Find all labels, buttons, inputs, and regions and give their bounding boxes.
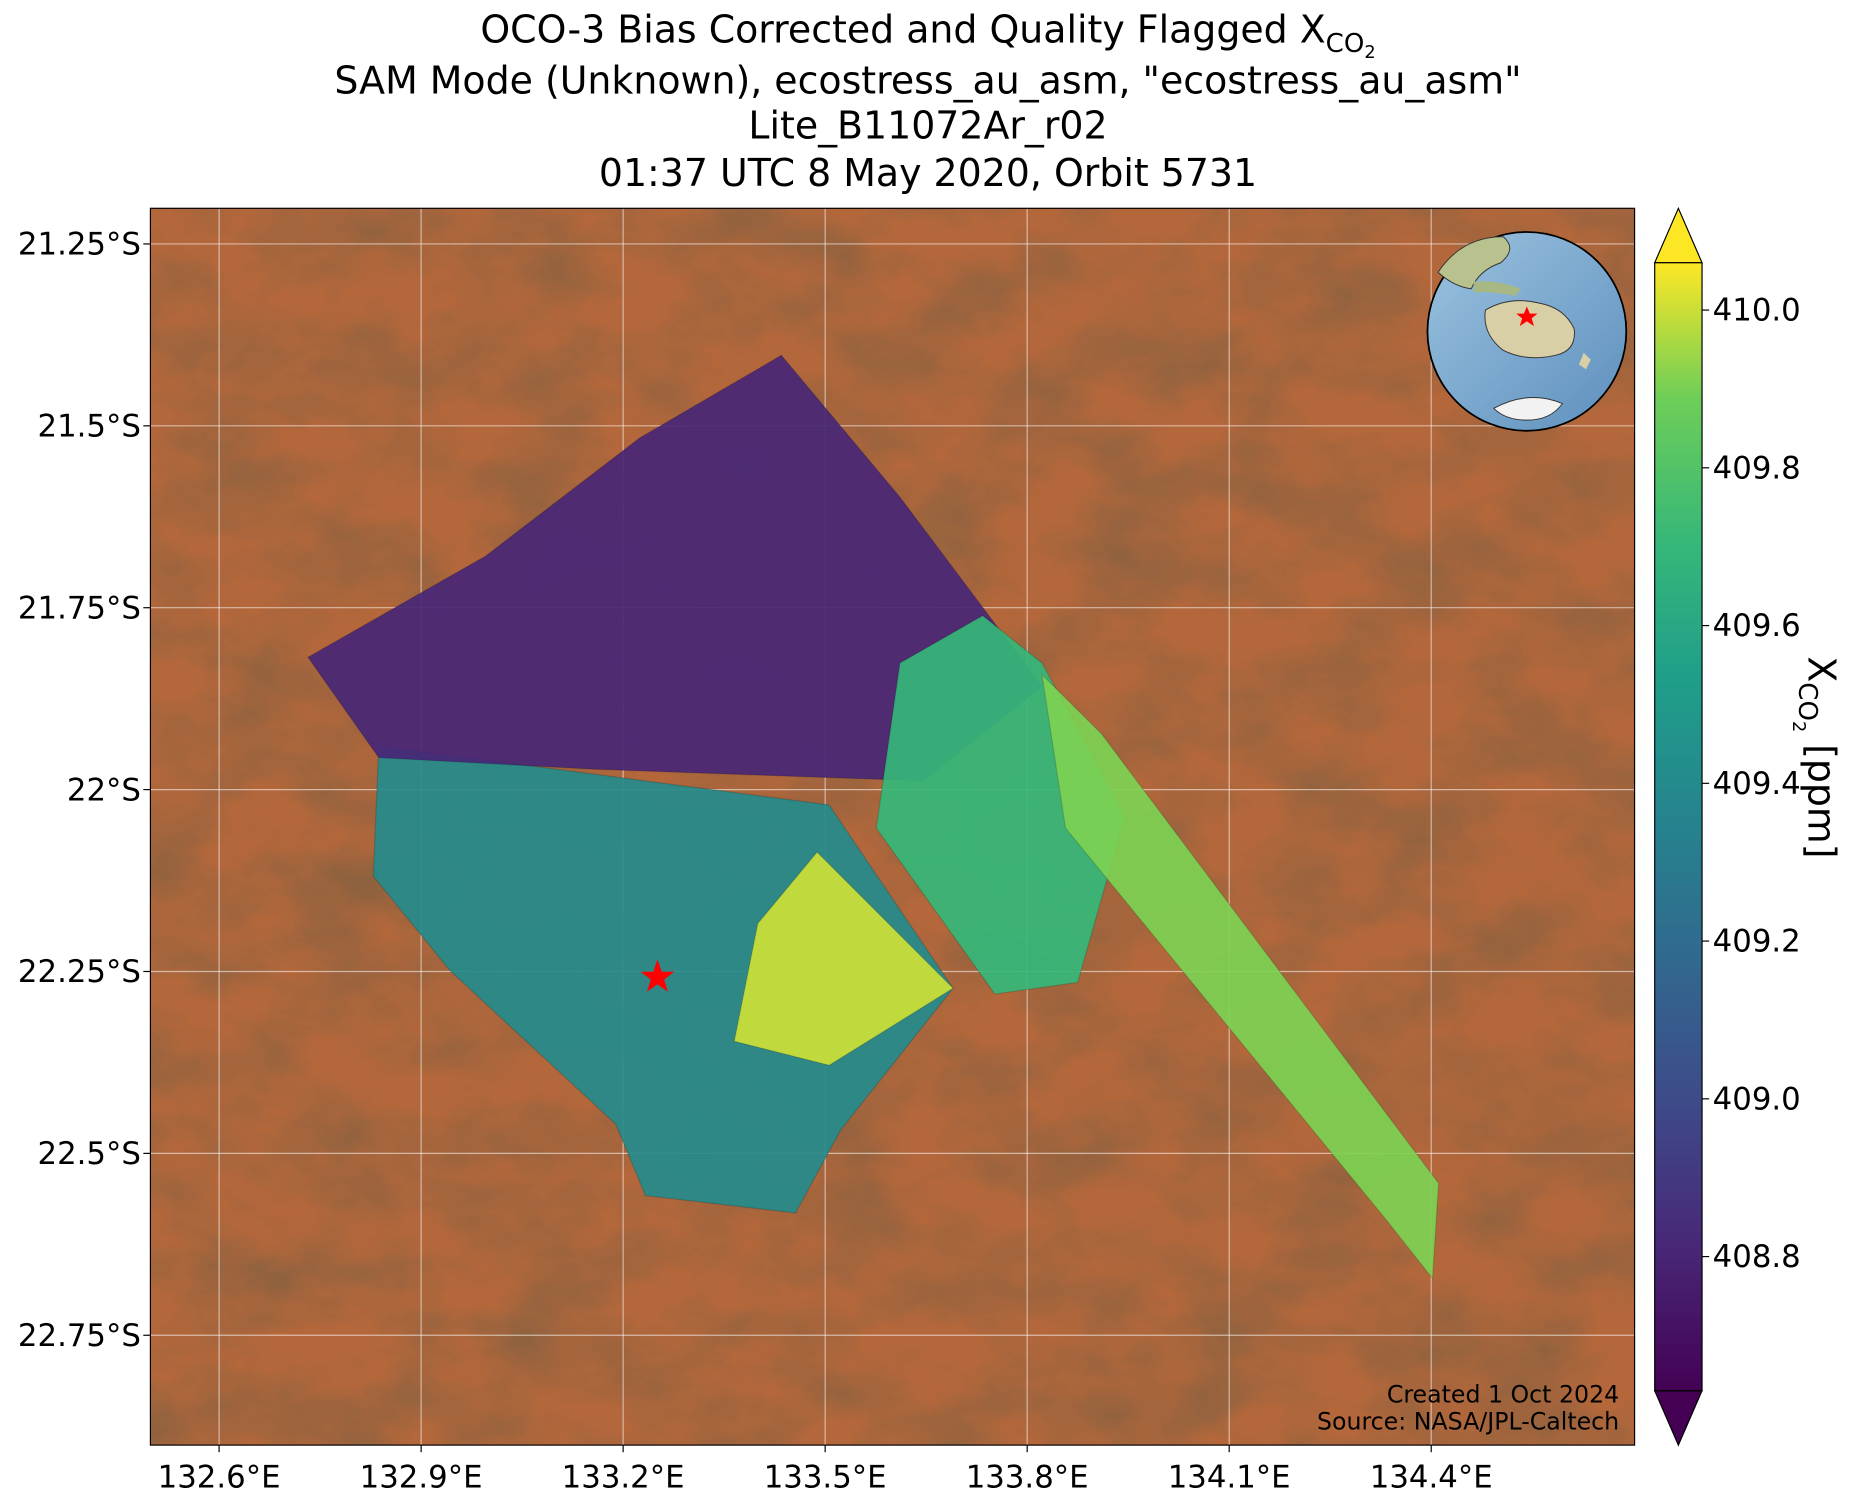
colorbar-tick-label: 409.0 (1713, 1081, 1801, 1117)
y-tick-label: 22.75°S (18, 1318, 141, 1354)
x-tick-label: 133.5°E (764, 1460, 887, 1496)
title-line: OCO-3 Bias Corrected and Quality Flagged… (480, 8, 1375, 63)
credit: Source: NASA/JPL-Caltech (1317, 1408, 1619, 1436)
colorbar-label-species: CO (1792, 682, 1822, 721)
colorbar-tick-label: 409.8 (1713, 450, 1801, 486)
x-tick-label: 133.2°E (562, 1460, 685, 1496)
x-tick-label: 132.6°E (158, 1460, 281, 1496)
credit: Created 1 Oct 2024 (1387, 1381, 1619, 1409)
colorbar-label: XCO2[ppm] (1788, 656, 1843, 858)
map-frame (149, 207, 1636, 1446)
title-line: 01:37 UTC 8 May 2020, Orbit 5731 (599, 151, 1257, 195)
y-tick-label: 22°S (67, 772, 141, 808)
colorbar-extend-top (1653, 206, 1703, 264)
colorbar-tick-label: 410.0 (1713, 293, 1801, 329)
title-species: CO (1326, 29, 1365, 59)
colorbar-extend-bottom (1653, 1390, 1703, 1447)
xco2-region (1041, 672, 1440, 1281)
y-tick-label: 21.75°S (18, 590, 141, 626)
title-line: Lite_B11072Ar_r02 (748, 103, 1107, 147)
colorbar-tick-label: 409.6 (1713, 608, 1801, 644)
colorbar-tick-label: 409.2 (1713, 924, 1801, 960)
title-species-sub: 2 (1364, 43, 1375, 63)
x-tick-label: 132.9°E (360, 1460, 483, 1496)
x-tick-label: 134.1°E (1168, 1460, 1291, 1496)
x-tick-label: 134.4°E (1370, 1460, 1493, 1496)
colorbar (1654, 262, 1703, 1392)
globe-inset (1426, 231, 1628, 432)
colorbar-tick-label: 409.4 (1713, 766, 1801, 802)
y-tick-label: 22.25°S (18, 954, 141, 990)
target-star (640, 959, 675, 992)
xco2-region (733, 851, 955, 1066)
title: OCO-3 Bias Corrected and Quality Flagged… (334, 8, 1521, 195)
x-tick-label: 133.8°E (966, 1460, 1089, 1496)
y-tick-label: 22.5°S (38, 1136, 141, 1172)
map (150, 208, 1635, 1446)
colorbar-label-species-sub: 2 (1788, 721, 1808, 732)
xco2-region (307, 354, 1043, 782)
colorbar-tick-label: 408.8 (1713, 1239, 1801, 1275)
colorbar-label-unit: [ppm] (1800, 744, 1844, 858)
title-line: SAM Mode (Unknown), ecostress_au_asm, "e… (334, 59, 1521, 103)
y-tick-label: 21.25°S (18, 227, 141, 263)
y-tick-label: 21.5°S (38, 408, 141, 444)
